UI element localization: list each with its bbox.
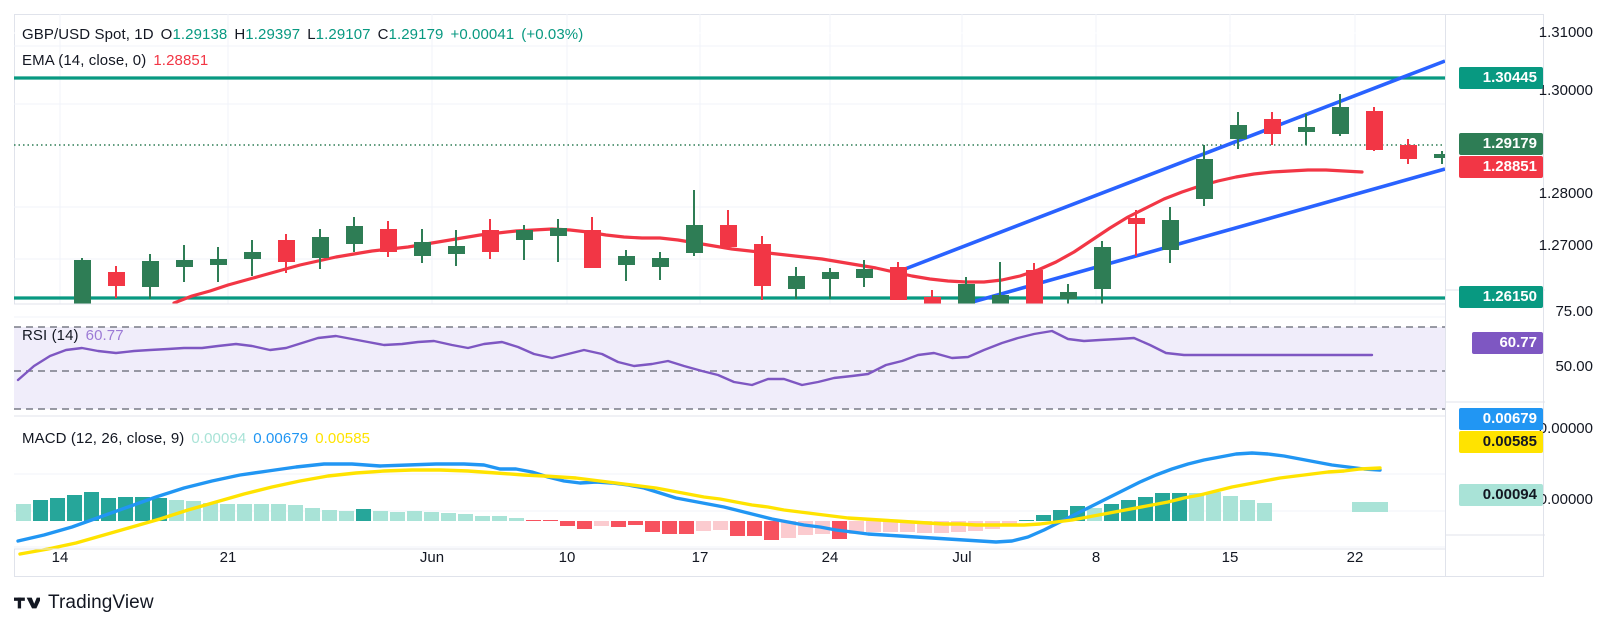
trendline-lower <box>943 167 1445 312</box>
chart-canvas <box>14 14 1445 556</box>
macd-tick-hidden-1: 0.00000 <box>1538 420 1593 437</box>
date-label-14: 14 <box>51 549 69 566</box>
price-tick-1-28000: 1.28000 <box>1538 185 1593 202</box>
macd-signal-badge[interactable]: 0.00585 <box>1459 431 1543 453</box>
macd-line <box>16 451 1382 544</box>
macd-legend-signal: 0.00585 <box>315 430 371 447</box>
price-change: +0.00041 <box>450 26 515 43</box>
macd-legend-macd: 0.00679 <box>253 430 309 447</box>
trendline-upper <box>891 59 1445 276</box>
macd-tick-hidden-2: 0.00000 <box>1538 491 1593 508</box>
tradingview-brand-text: TradingView <box>48 592 154 613</box>
date-label-21: 21 <box>219 549 237 566</box>
resistance-badge[interactable]: 1.30445 <box>1459 67 1543 89</box>
macd-legend-label: MACD (12, 26, close, 9) <box>22 430 185 447</box>
ohlc-c-label: C <box>377 26 389 43</box>
date-label-15: 15 <box>1221 549 1239 566</box>
rsi-tick-50: 50.00 <box>1555 358 1593 375</box>
date-label-jun: Jun <box>419 549 445 566</box>
price-tick-1-30000: 1.30000 <box>1538 82 1593 99</box>
ema-legend-value: 1.28851 <box>153 52 209 69</box>
ohlc-l-label: L <box>307 26 316 43</box>
price-tick-1-27000: 1.27000 <box>1538 237 1593 254</box>
ema-badge[interactable]: 1.28851 <box>1459 156 1543 178</box>
rsi-legend-label: RSI (14) <box>22 327 79 344</box>
date-label-24: 24 <box>821 549 839 566</box>
ohlc-l-value: 1.29107 <box>315 26 371 43</box>
symbol-legend[interactable]: GBP/USD Spot, 1D O1.29138 H1.29397 L1.29107… <box>22 26 583 43</box>
macd-signal-line <box>18 466 1382 556</box>
date-label-8: 8 <box>1091 549 1101 566</box>
date-label-22: 22 <box>1346 549 1364 566</box>
ohlc-h-value: 1.29397 <box>245 26 301 43</box>
price-pane <box>14 32 1445 319</box>
macd-line-badge[interactable]: 0.00679 <box>1459 408 1543 430</box>
tradingview-footer[interactable]: TradingView <box>14 592 154 614</box>
tradingview-logo-icon <box>14 595 40 611</box>
rsi-legend[interactable]: RSI (14) 60.77 <box>22 327 124 344</box>
ohlc-o-label: O <box>160 26 173 43</box>
rsi-line <box>16 329 1374 387</box>
macd-legend-hist: 0.00094 <box>191 430 247 447</box>
macd-pane <box>14 415 1445 556</box>
last-price-badge[interactable]: 1.29179 <box>1459 133 1543 155</box>
chart-plot-area[interactable] <box>14 14 1445 577</box>
ohlc-h-label: H <box>234 26 246 43</box>
rsi-value-badge[interactable]: 60.77 <box>1472 332 1543 354</box>
rsi-tick-75: 75.00 <box>1555 303 1593 320</box>
price-change-percent: (+0.03%) <box>521 26 584 43</box>
rsi-band <box>14 327 1445 409</box>
symbol-title[interactable]: GBP/USD Spot, 1D <box>22 26 154 43</box>
rsi-legend-value: 60.77 <box>85 327 124 344</box>
date-label-10: 10 <box>558 549 576 566</box>
price-tick-1-31000: 1.31000 <box>1538 24 1593 41</box>
macd-legend[interactable]: MACD (12, 26, close, 9) 0.00094 0.00679 0.0… <box>22 430 370 447</box>
date-label-17: 17 <box>691 549 709 566</box>
date-label-jul: Jul <box>952 549 972 566</box>
ohlc-o-value: 1.29138 <box>172 26 228 43</box>
ema-legend-label: EMA (14, close, 0) <box>22 52 147 69</box>
ema-legend[interactable]: EMA (14, close, 0) 1.28851 <box>22 52 208 69</box>
support-badge[interactable]: 1.26150 <box>1459 286 1543 308</box>
rsi-pane <box>14 303 1445 416</box>
macd-hist-badge[interactable]: 0.00094 <box>1459 484 1543 506</box>
ohlc-c-value: 1.29179 <box>388 26 444 43</box>
